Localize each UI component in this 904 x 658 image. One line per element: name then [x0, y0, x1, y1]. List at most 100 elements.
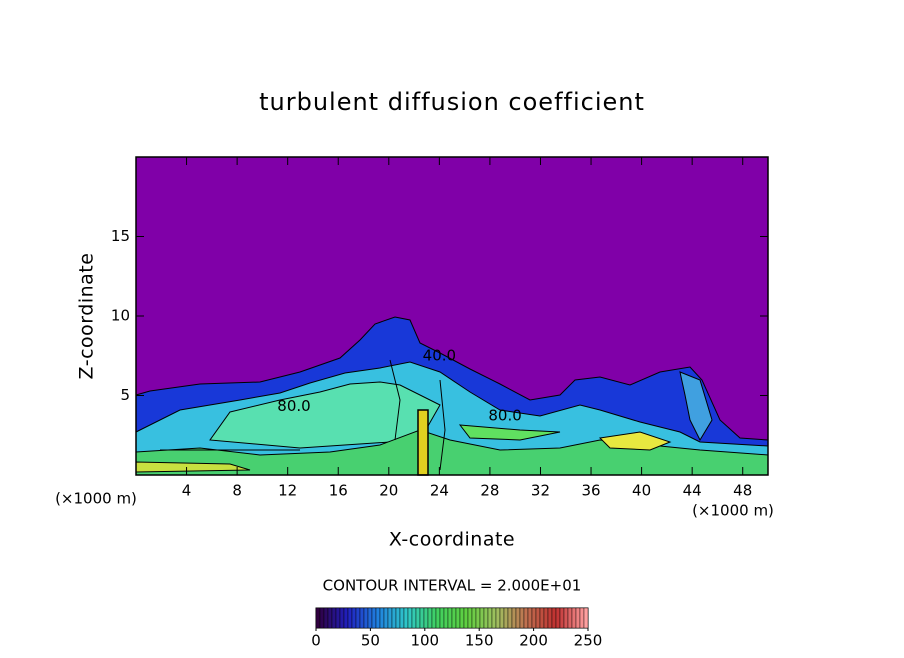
colorbar-tick-label: 50	[361, 632, 380, 650]
y-tick-label: 5	[120, 386, 130, 404]
colorbar-swatch	[331, 607, 337, 629]
x-tick-label: 20	[379, 482, 398, 500]
x-unit-label: (×1000 m)	[692, 502, 774, 520]
colorbar-swatch	[479, 607, 485, 629]
colorbar-swatch	[543, 607, 549, 629]
colorbar-swatch	[363, 607, 369, 629]
colorbar-swatch	[471, 607, 477, 629]
x-tick-label: 48	[733, 482, 752, 500]
colorbar-swatch	[539, 607, 545, 629]
colorbar-swatch	[507, 607, 513, 629]
x-tick-label: 32	[531, 482, 550, 500]
x-tick-label: 44	[683, 482, 702, 500]
colorbar-swatch	[359, 607, 365, 629]
colorbar-swatch	[511, 607, 517, 629]
chart-title: turbulent diffusion coefficient	[259, 88, 645, 116]
colorbar-swatch	[319, 607, 325, 629]
colorbar-swatch	[339, 607, 345, 629]
x-axis-label: X-coordinate	[389, 529, 515, 551]
contour-line	[389, 359, 446, 471]
colorbar-swatch	[535, 607, 541, 629]
colorbar-swatch	[455, 607, 461, 629]
y-unit-label: (×1000 m)	[55, 490, 137, 508]
colorbar-swatch	[463, 607, 469, 629]
contour-region	[417, 409, 429, 476]
colorbar-swatch	[499, 607, 505, 629]
colorbar-swatch	[551, 607, 557, 629]
contour-region	[679, 371, 713, 442]
colorbar-swatch	[427, 607, 433, 629]
x-tick-label: 16	[329, 482, 348, 500]
colorbar-swatch	[483, 607, 489, 629]
x-tick-label: 4	[182, 482, 192, 500]
colorbar-swatch	[407, 607, 413, 629]
colorbar-swatch	[395, 607, 401, 629]
colorbar-swatch	[487, 607, 493, 629]
colorbar-swatch	[403, 607, 409, 629]
colorbar-swatch	[579, 607, 585, 629]
colorbar-swatch	[355, 607, 361, 629]
colorbar-swatch	[379, 607, 385, 629]
y-axis-label: Z-coordinate	[76, 253, 98, 380]
colorbar-swatch	[323, 607, 329, 629]
colorbar-swatch	[567, 607, 573, 629]
colorbar-tick-label: 0	[311, 632, 321, 650]
colorbar-swatch	[575, 607, 581, 629]
colorbar-swatch	[383, 607, 389, 629]
colorbar-swatch	[459, 607, 465, 629]
colorbar-tick-label: 250	[574, 632, 603, 650]
contour-region	[458, 424, 561, 441]
colorbar-swatch	[423, 607, 429, 629]
colorbar-swatch	[335, 607, 341, 629]
colorbar-swatch	[571, 607, 577, 629]
x-tick-label: 8	[232, 482, 242, 500]
colorbar-swatch	[419, 607, 425, 629]
contour-field	[135, 157, 769, 476]
contour-region	[209, 381, 441, 449]
x-tick-label: 12	[278, 482, 297, 500]
colorbar-swatch	[475, 607, 481, 629]
contour-label: 80.0	[488, 407, 521, 425]
contour-label: 80.0	[277, 397, 310, 415]
colorbar-swatch	[431, 607, 437, 629]
y-tick-label: 15	[111, 227, 130, 245]
contour-interval: CONTOUR INTERVAL = 2.000E+01	[323, 577, 582, 595]
colorbar-swatch	[583, 607, 589, 629]
colorbar-swatch	[563, 607, 569, 629]
colorbar-swatch	[343, 607, 349, 629]
colorbar-swatch	[495, 607, 501, 629]
colorbar-swatch	[375, 607, 381, 629]
colorbar-swatch	[467, 607, 473, 629]
colorbar-tick-label: 200	[519, 632, 548, 650]
colorbar-swatch	[443, 607, 449, 629]
y-tick-label: 10	[111, 307, 130, 325]
colorbar-swatch	[555, 607, 561, 629]
contour-region	[598, 431, 672, 451]
colorbar-swatch	[531, 607, 537, 629]
colorbar-swatch	[451, 607, 457, 629]
colorbar-swatch	[387, 607, 393, 629]
colorbar-swatch	[491, 607, 497, 629]
colorbar-swatch	[411, 607, 417, 629]
colorbar-swatch	[415, 607, 421, 629]
x-tick-label: 36	[581, 482, 600, 500]
x-tick-label: 28	[480, 482, 499, 500]
colorbar-swatch	[351, 607, 357, 629]
colorbar-swatch	[547, 607, 553, 629]
colorbar-swatch	[503, 607, 509, 629]
colorbar-swatch	[435, 607, 441, 629]
colorbar-swatch	[327, 607, 333, 629]
colorbar-swatch	[527, 607, 533, 629]
colorbar-swatch	[515, 607, 521, 629]
colorbar-swatch	[519, 607, 525, 629]
contour-label: 40.0	[423, 346, 456, 364]
colorbar-tick-label: 150	[465, 632, 494, 650]
colorbar-swatch	[315, 607, 321, 629]
colorbar-swatch	[439, 607, 445, 629]
x-tick-label: 40	[632, 482, 651, 500]
colorbar-swatch	[399, 607, 405, 629]
colorbar-swatch	[447, 607, 453, 629]
colorbar-swatch	[559, 607, 565, 629]
x-tick-label: 24	[430, 482, 449, 500]
